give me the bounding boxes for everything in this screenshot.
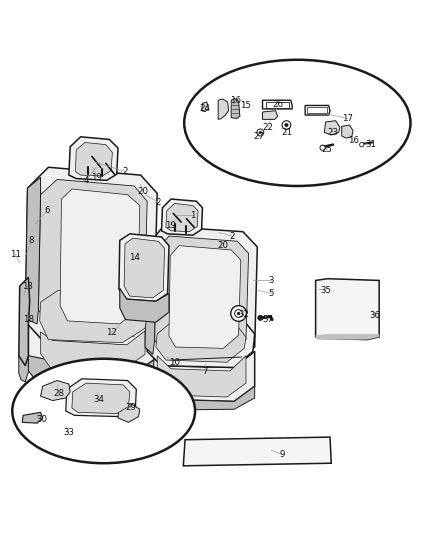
Polygon shape (25, 167, 157, 341)
Text: 19: 19 (165, 221, 176, 230)
Text: 37: 37 (262, 315, 273, 324)
Text: 17: 17 (342, 114, 353, 123)
Text: 26: 26 (272, 100, 283, 109)
Polygon shape (124, 238, 165, 298)
Polygon shape (201, 102, 208, 111)
Polygon shape (166, 204, 198, 232)
Text: 18: 18 (23, 315, 34, 324)
Polygon shape (307, 107, 327, 114)
Text: 20: 20 (138, 187, 148, 196)
Polygon shape (28, 284, 157, 346)
Text: 15: 15 (240, 101, 251, 110)
Text: 14: 14 (129, 253, 140, 262)
Circle shape (231, 305, 247, 321)
Text: 9: 9 (279, 450, 285, 459)
Text: 20: 20 (217, 241, 228, 250)
Text: 1: 1 (190, 211, 196, 220)
Polygon shape (66, 379, 136, 417)
Text: 4: 4 (84, 176, 89, 185)
Text: 23: 23 (328, 128, 339, 137)
Text: 3: 3 (268, 276, 274, 285)
Polygon shape (75, 142, 113, 176)
Polygon shape (148, 351, 254, 401)
Text: 31: 31 (365, 140, 376, 149)
Polygon shape (69, 137, 118, 180)
Polygon shape (316, 279, 379, 340)
Text: 34: 34 (94, 395, 105, 403)
Text: 28: 28 (53, 389, 64, 398)
Polygon shape (218, 99, 229, 119)
Circle shape (257, 129, 264, 136)
Polygon shape (184, 437, 331, 466)
Polygon shape (41, 331, 145, 370)
Circle shape (282, 120, 291, 130)
Text: 5: 5 (268, 289, 274, 298)
Polygon shape (155, 236, 249, 354)
Text: 30: 30 (36, 415, 47, 424)
Polygon shape (60, 189, 140, 324)
Text: 10: 10 (169, 358, 180, 367)
Text: 2: 2 (123, 167, 128, 176)
Text: 8: 8 (28, 236, 34, 245)
Polygon shape (148, 386, 254, 410)
Polygon shape (162, 199, 202, 235)
Polygon shape (39, 180, 147, 329)
Circle shape (258, 315, 263, 320)
Ellipse shape (184, 60, 410, 186)
Text: 2: 2 (230, 231, 235, 240)
Polygon shape (19, 277, 30, 366)
Polygon shape (231, 99, 240, 118)
Polygon shape (28, 324, 154, 376)
Text: 13: 13 (22, 281, 33, 290)
Polygon shape (324, 120, 340, 135)
Text: 2: 2 (155, 198, 161, 207)
Text: 25: 25 (321, 146, 332, 155)
Text: 32: 32 (239, 310, 250, 319)
Polygon shape (145, 238, 156, 354)
Text: 35: 35 (320, 286, 331, 295)
Polygon shape (41, 381, 70, 400)
Circle shape (360, 142, 364, 147)
Text: 16: 16 (347, 136, 359, 145)
Polygon shape (120, 288, 169, 322)
Text: 6: 6 (44, 206, 50, 215)
Polygon shape (22, 413, 43, 423)
Text: 19: 19 (91, 173, 102, 182)
Polygon shape (262, 111, 278, 119)
Text: 27: 27 (254, 132, 265, 141)
Polygon shape (156, 322, 246, 362)
Circle shape (285, 123, 288, 127)
Polygon shape (25, 177, 41, 324)
Polygon shape (147, 317, 254, 367)
Polygon shape (118, 403, 140, 422)
Polygon shape (265, 102, 289, 108)
Polygon shape (157, 356, 246, 397)
Text: 29: 29 (126, 403, 137, 413)
Circle shape (237, 312, 240, 315)
Polygon shape (316, 334, 379, 340)
Text: 22: 22 (262, 123, 273, 132)
Polygon shape (40, 290, 148, 343)
Ellipse shape (12, 359, 195, 463)
Text: 7: 7 (202, 367, 208, 376)
Text: 21: 21 (281, 128, 292, 137)
Circle shape (259, 131, 261, 134)
Polygon shape (145, 227, 257, 363)
Polygon shape (342, 125, 353, 138)
Polygon shape (72, 383, 130, 414)
Polygon shape (19, 356, 28, 382)
Text: 11: 11 (10, 250, 21, 259)
Text: 36: 36 (369, 311, 380, 320)
Text: 12: 12 (106, 328, 117, 337)
Circle shape (320, 145, 325, 150)
Text: 24: 24 (200, 104, 211, 114)
Polygon shape (169, 246, 241, 349)
Text: 16: 16 (230, 96, 241, 105)
Polygon shape (28, 356, 154, 389)
Text: 33: 33 (64, 428, 74, 437)
Polygon shape (119, 234, 169, 301)
